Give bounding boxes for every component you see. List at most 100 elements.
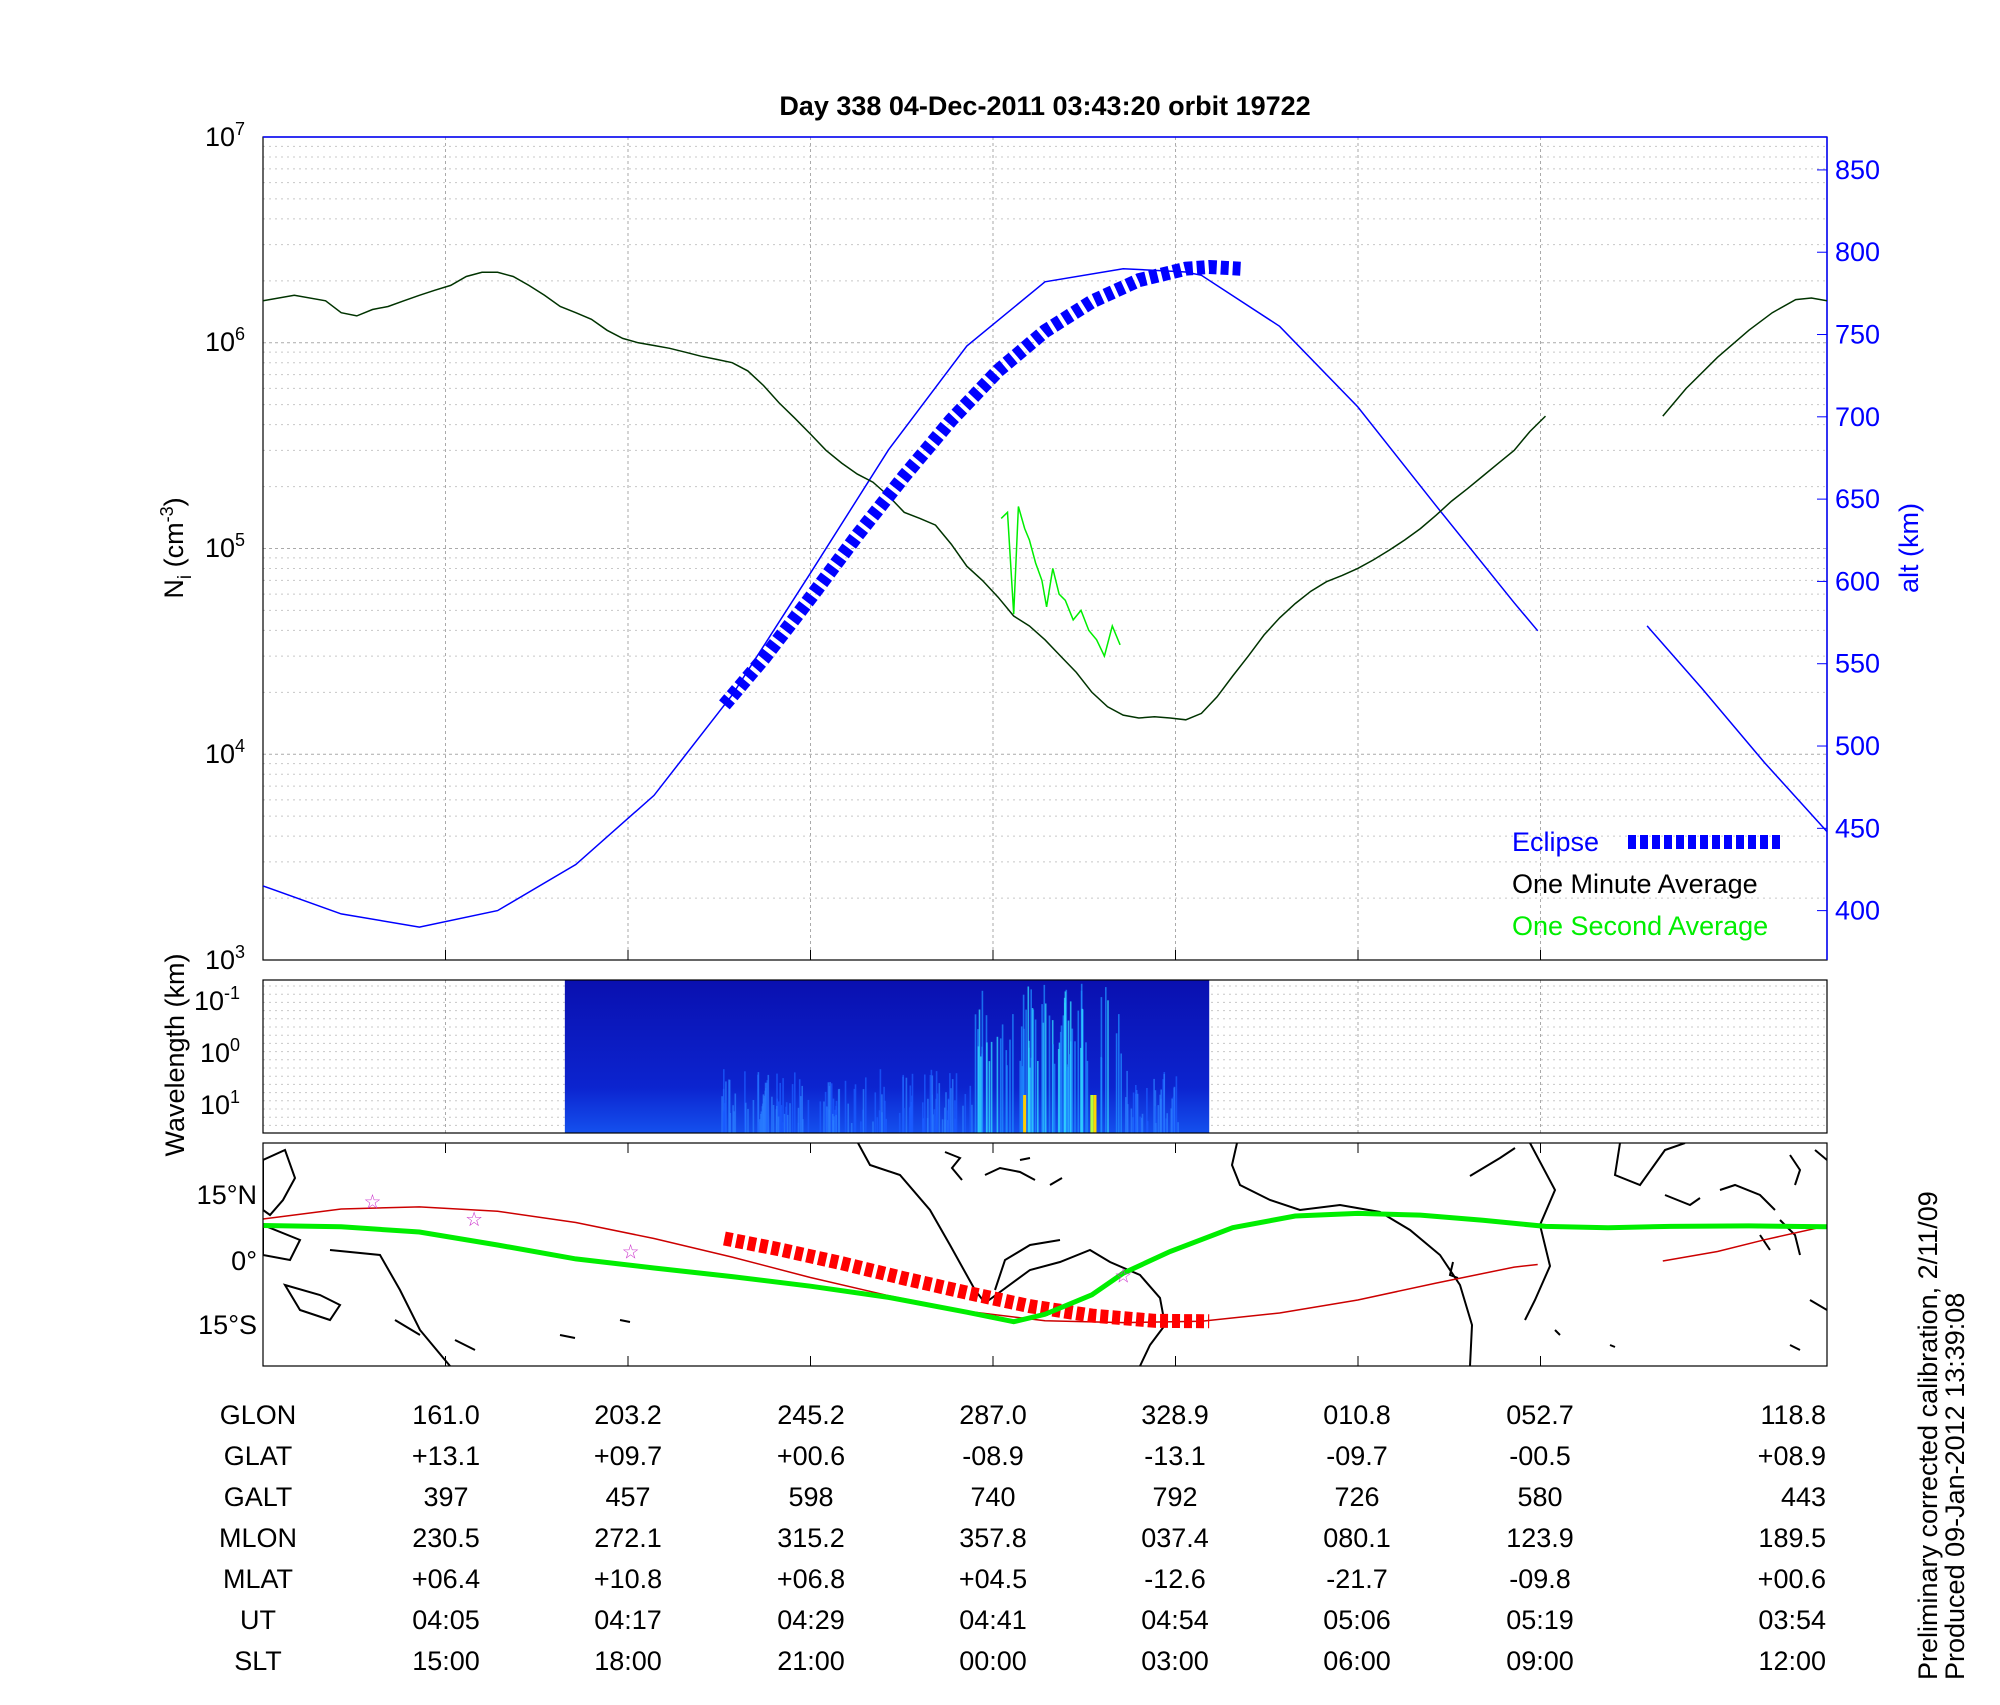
spectrogram-streak	[872, 1121, 874, 1133]
spectrogram-streak	[1023, 1028, 1025, 1133]
spectrogram-streak	[1005, 1050, 1008, 1133]
spectrogram-streak	[996, 1036, 999, 1133]
table-cell: -12.6	[1144, 1564, 1206, 1594]
table-cell: 457	[605, 1482, 650, 1512]
altitude-tick-750: 750	[1835, 320, 1880, 350]
spectrogram-streak	[1042, 1022, 1045, 1133]
spectrogram-streak	[802, 1119, 804, 1133]
altitude-line-segment-2	[1646, 625, 1827, 833]
table-cell: 04:17	[594, 1605, 662, 1635]
chart-title: Day 338 04-Dec-2011 03:43:20 orbit 19722	[779, 91, 1310, 121]
spectrogram-streak	[881, 1112, 883, 1133]
spectrogram-streak	[1135, 1090, 1138, 1133]
table-cell: 00:00	[959, 1646, 1027, 1676]
spectrogram-streak	[1132, 1092, 1135, 1133]
spectrogram-image	[564, 980, 1210, 1133]
spectrogram-streak	[789, 1103, 791, 1133]
spectrogram-streak	[747, 1108, 749, 1133]
spectrogram-streak	[850, 1123, 853, 1133]
one-minute-average-line	[263, 271, 1547, 721]
spectrogram-streak	[833, 1116, 835, 1133]
spectrogram-streak	[1172, 1096, 1175, 1133]
spectrogram-streak	[948, 1098, 950, 1133]
table-cell: -00.5	[1509, 1441, 1571, 1471]
spectrogram-hot-streak-0	[1023, 1095, 1027, 1133]
spectrogram-streak	[1053, 1063, 1056, 1133]
spectrogram-streak	[1175, 1076, 1178, 1133]
spectrogram-streak	[829, 1082, 831, 1133]
spectrogram-streak	[1052, 1044, 1054, 1133]
spectrogram-streak	[824, 1091, 827, 1133]
spectrogram-streak	[938, 1083, 941, 1133]
spectrogram-streak	[990, 1041, 993, 1133]
table-row-label-glat: GLAT	[224, 1441, 293, 1471]
magnetic-equator-track	[263, 1210, 1827, 1325]
wtick-1e1: 101	[200, 1087, 240, 1120]
coastline-islands	[1554, 1299, 1827, 1351]
spectrogram-streak	[1080, 1047, 1082, 1133]
spectrogram-streak	[1069, 1001, 1072, 1133]
spectrogram-streak	[1077, 1010, 1080, 1133]
spectrogram-streak	[1031, 1008, 1034, 1133]
spectrogram-streak	[1068, 1054, 1071, 1133]
spectrogram-streak	[798, 1079, 801, 1133]
table-cell: +13.1	[412, 1441, 480, 1471]
spectrogram-streak	[1115, 1033, 1118, 1133]
table-cell: 03:00	[1141, 1646, 1209, 1676]
altitude-tick-550: 550	[1835, 649, 1880, 679]
spectrogram-streak	[1086, 1060, 1089, 1133]
map-panel: ☆ ☆ ☆ ☆ 15°N 0° 15°S	[197, 1142, 1828, 1367]
spectrogram-streak	[830, 1083, 833, 1133]
spectrogram-streak	[933, 1109, 936, 1133]
altitude-tick-500: 500	[1835, 731, 1880, 761]
wavelength-frame	[262, 979, 1828, 1134]
ytick-1e4: 104	[205, 736, 245, 769]
spectrogram-streak	[862, 1089, 865, 1133]
table-cell: 080.1	[1323, 1523, 1391, 1553]
spectrogram-streak	[780, 1105, 783, 1133]
spectrogram-streak	[1032, 1009, 1035, 1133]
table-cell: 726	[1334, 1482, 1379, 1512]
altitude-line	[263, 267, 1539, 928]
spectrogram-streak	[879, 1069, 882, 1133]
spectrogram-streak	[1157, 1105, 1160, 1133]
table-cell: +04.5	[959, 1564, 1027, 1594]
spectrogram-streak	[874, 1092, 877, 1133]
orbit-track-line	[263, 1206, 1538, 1324]
table-cell: 357.8	[959, 1523, 1027, 1553]
spectrogram-streak	[971, 1104, 973, 1133]
table-cell: 04:54	[1141, 1605, 1209, 1635]
table-cell: -09.8	[1509, 1564, 1571, 1594]
lat-tick-0: 0°	[231, 1246, 257, 1276]
calibration-note-line-1: Preliminary corrected calibration, 2/11/…	[1913, 1191, 1943, 1680]
legend-one-minute-label: One Minute Average	[1512, 869, 1758, 899]
spectrogram-streak	[1062, 1015, 1065, 1133]
spectrogram-streak	[767, 1074, 770, 1133]
spectrogram-streak	[1066, 1064, 1069, 1133]
spectrogram-streak	[1154, 1106, 1157, 1133]
spectrogram-streak	[823, 1101, 825, 1133]
spectrogram-streak	[911, 1073, 914, 1133]
station-star-1: ☆	[465, 1209, 483, 1231]
legend-eclipse-label: Eclipse	[1512, 827, 1599, 857]
spectrogram-streak	[1155, 1122, 1157, 1133]
coastline-americas	[857, 1143, 1167, 1366]
spectrogram-streak	[884, 1100, 886, 1133]
spectrogram-streak	[955, 1073, 958, 1133]
ytick-1e7: 107	[205, 119, 245, 152]
spectrogram-streak	[1064, 991, 1067, 1133]
spectrogram-streak	[763, 1095, 766, 1133]
table-cell: 230.5	[412, 1523, 480, 1553]
altitude-tick-400: 400	[1835, 896, 1880, 926]
spectrogram-streak	[1162, 1079, 1164, 1133]
table-cell: +08.9	[1758, 1441, 1826, 1471]
table-row-label-mlon: MLON	[219, 1523, 297, 1553]
table-row-label-galt: GALT	[224, 1482, 293, 1512]
table-cell: 05:19	[1506, 1605, 1574, 1635]
one-minute-average-line-segment-2	[1662, 297, 1827, 417]
table-cell: 315.2	[777, 1523, 845, 1553]
spectrogram-streak	[1139, 1116, 1141, 1133]
spectrogram-streak	[932, 1114, 935, 1133]
table-cell: 06:00	[1323, 1646, 1391, 1676]
